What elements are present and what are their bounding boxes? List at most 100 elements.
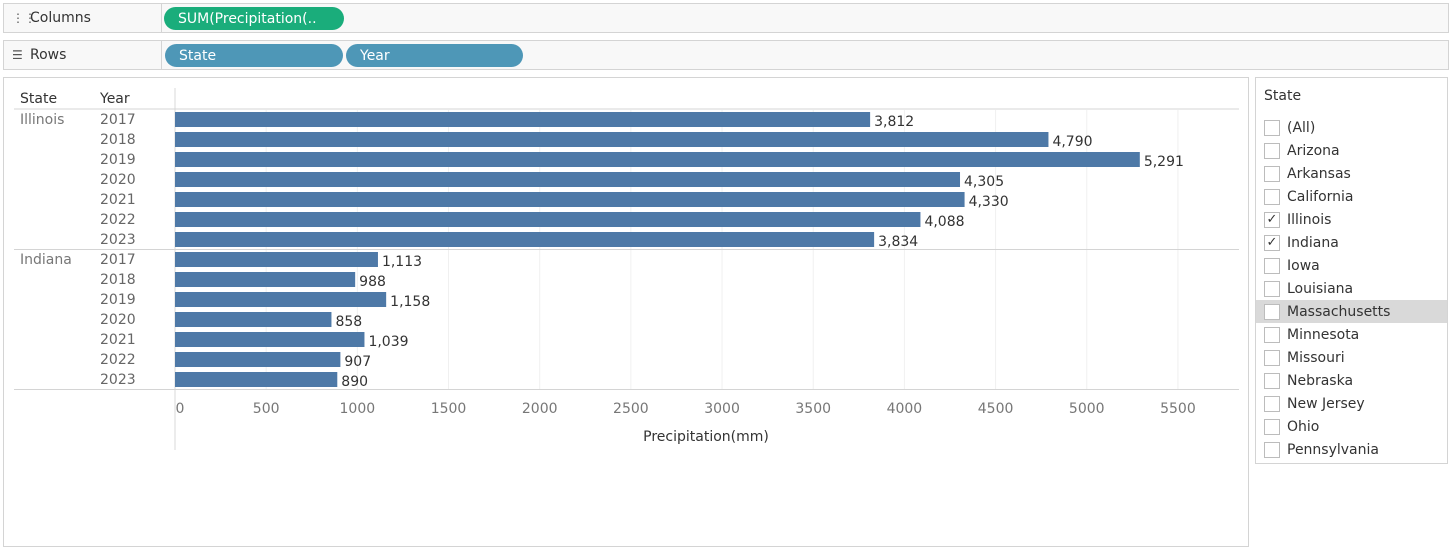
year-label-1-0: 2017: [100, 252, 136, 268]
checkbox-icon[interactable]: [1264, 349, 1280, 366]
filter-item-indiana[interactable]: ✓ Indiana: [1256, 231, 1447, 254]
filter-item-all[interactable]: (All): [1256, 116, 1447, 139]
year-label-1-1: 2018: [100, 272, 136, 288]
filter-item-nebraska[interactable]: Nebraska: [1256, 369, 1447, 392]
filter-item-label: Indiana: [1287, 234, 1339, 251]
checkbox-icon[interactable]: [1264, 418, 1280, 435]
header-year: Year: [99, 91, 130, 107]
checkbox-checked-icon[interactable]: ✓: [1264, 211, 1280, 228]
data-label-1-0: 1,113: [382, 254, 422, 270]
x-tick-label-1: 500: [253, 401, 280, 417]
filter-item-arizona[interactable]: Arizona: [1256, 139, 1447, 162]
year-label-0-0: 2017: [100, 112, 136, 128]
checkbox-icon[interactable]: [1264, 372, 1280, 389]
bar-illinois-2017: [175, 112, 871, 127]
data-label-1-4: 1,039: [368, 334, 408, 350]
header-state: State: [20, 91, 57, 107]
filter-item-louisiana[interactable]: Louisiana: [1256, 277, 1447, 300]
rows-pill-year[interactable]: Year: [346, 44, 523, 67]
rows-shelf: ☰ Rows State Year: [3, 40, 1449, 70]
year-label-0-1: 2018: [100, 132, 136, 148]
rows-label-text: Rows: [30, 47, 67, 63]
rows-icon: ☰: [12, 48, 23, 62]
filter-item-california[interactable]: California: [1256, 185, 1447, 208]
filter-item-label: Pennsylvania: [1287, 441, 1379, 458]
filter-item-ohio[interactable]: Ohio: [1256, 415, 1447, 438]
data-label-1-5: 907: [344, 354, 371, 370]
filter-item-iowa[interactable]: Iowa: [1256, 254, 1447, 277]
checkbox-icon[interactable]: [1264, 119, 1280, 136]
bar-illinois-2018: [175, 132, 1049, 147]
filter-item-massachusetts[interactable]: Massachusetts: [1256, 300, 1447, 323]
year-label-0-3: 2020: [100, 172, 136, 188]
checkbox-icon[interactable]: [1264, 188, 1280, 205]
year-label-0-4: 2021: [100, 192, 136, 208]
data-label-0-4: 4,330: [969, 194, 1009, 210]
filter-item-new-jersey[interactable]: New Jersey: [1256, 392, 1447, 415]
x-tick-label-3: 1500: [431, 401, 467, 417]
filter-item-label: Massachusetts: [1287, 303, 1391, 320]
bar-indiana-2022: [175, 352, 341, 367]
checkbox-checked-icon[interactable]: ✓: [1264, 234, 1280, 251]
data-label-0-2: 5,291: [1144, 154, 1184, 170]
x-tick-label-2: 1000: [340, 401, 376, 417]
filter-item-pennsylvania[interactable]: Pennsylvania: [1256, 438, 1447, 461]
filter-item-label: Arkansas: [1287, 165, 1351, 182]
bar-indiana-2021: [175, 332, 365, 347]
columns-shelf: ⋮⋮ Columns SUM(Precipitation(..: [3, 3, 1449, 33]
data-label-1-1: 988: [359, 274, 386, 290]
year-label-1-5: 2022: [100, 352, 136, 368]
x-tick-label-4: 2000: [522, 401, 558, 417]
filter-item-label: Minnesota: [1287, 326, 1360, 343]
year-label-0-2: 2019: [100, 152, 136, 168]
year-label-0-6: 2023: [100, 232, 136, 248]
filter-item-label: New Jersey: [1287, 395, 1365, 412]
filter-item-illinois[interactable]: ✓ Illinois: [1256, 208, 1447, 231]
data-label-0-0: 3,812: [874, 114, 914, 130]
data-label-0-1: 4,790: [1052, 134, 1092, 150]
year-label-1-6: 2023: [100, 372, 136, 388]
x-tick-label-11: 5500: [1160, 401, 1196, 417]
bar-illinois-2020: [175, 172, 961, 187]
state-label-0: Illinois: [20, 112, 64, 128]
filter-item-label: Louisiana: [1287, 280, 1354, 297]
checkbox-icon[interactable]: [1264, 395, 1280, 412]
checkbox-icon[interactable]: [1264, 303, 1280, 320]
year-label-1-3: 2020: [100, 312, 136, 328]
bar-indiana-2018: [175, 272, 356, 287]
rows-pill-state[interactable]: State: [165, 44, 343, 67]
x-tick-label-5: 2500: [613, 401, 649, 417]
checkbox-icon[interactable]: [1264, 326, 1280, 343]
columns-shelf-label: ⋮⋮ Columns: [4, 4, 162, 32]
state-filter-panel: State (All) Arizona Arkansas California ✓ Ill…: [1255, 77, 1448, 464]
filter-item-label: Ohio: [1287, 418, 1320, 435]
x-tick-label-7: 3500: [795, 401, 831, 417]
filter-item-label: (All): [1287, 119, 1316, 136]
filter-item-minnesota[interactable]: Minnesota: [1256, 323, 1447, 346]
bar-indiana-2020: [175, 312, 332, 327]
bar-indiana-2023: [175, 372, 338, 387]
columns-icon: ⋮⋮: [12, 11, 36, 25]
checkbox-icon[interactable]: [1264, 257, 1280, 274]
filter-title: State: [1264, 88, 1302, 104]
state-label-1: Indiana: [20, 252, 72, 268]
x-axis-title: Precipitation(mm): [643, 429, 769, 445]
rows-shelf-label: ☰ Rows: [4, 41, 162, 69]
bar-illinois-2023: [175, 232, 875, 247]
year-label-1-4: 2021: [100, 332, 136, 348]
checkbox-icon[interactable]: [1264, 441, 1280, 458]
checkbox-icon[interactable]: [1264, 280, 1280, 297]
filter-item-label: Nebraska: [1287, 372, 1354, 389]
data-label-0-3: 4,305: [964, 174, 1004, 190]
checkbox-icon[interactable]: [1264, 165, 1280, 182]
x-tick-label-10: 5000: [1069, 401, 1105, 417]
checkbox-icon[interactable]: [1264, 142, 1280, 159]
year-label-0-5: 2022: [100, 212, 136, 228]
bar-illinois-2019: [175, 152, 1140, 167]
columns-pill-precipitation[interactable]: SUM(Precipitation(..: [164, 7, 344, 30]
x-tick-label-6: 3000: [704, 401, 740, 417]
filter-item-label: Illinois: [1287, 211, 1332, 228]
bar-indiana-2019: [175, 292, 387, 307]
filter-item-arkansas[interactable]: Arkansas: [1256, 162, 1447, 185]
filter-item-missouri[interactable]: Missouri: [1256, 346, 1447, 369]
